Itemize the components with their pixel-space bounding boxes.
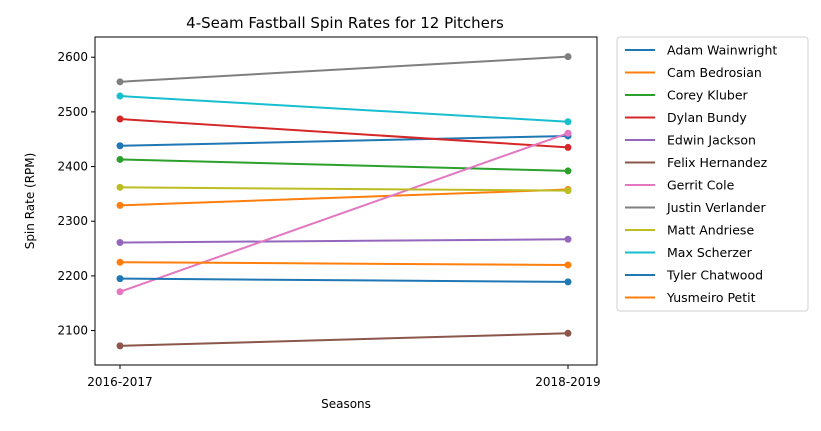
- series-edwin-jackson: [116, 235, 572, 247]
- data-point: [564, 235, 572, 243]
- series-line: [119, 118, 569, 149]
- series-corey-kluber: [116, 155, 572, 175]
- x-axis: 2016-2017 2018-2019: [87, 365, 601, 389]
- legend-item: Cam Bedrosian: [625, 65, 762, 80]
- series-line: [119, 238, 569, 244]
- x-tick-label: 2018-2019: [535, 375, 600, 389]
- legend: Adam Wainwright Cam Bedrosian Corey Kluber…: [616, 36, 809, 312]
- y-tick-label: 2400: [57, 160, 88, 174]
- data-point: [564, 118, 572, 126]
- legend-label: Felix Hernandez: [667, 155, 768, 170]
- x-axis-label: Seasons: [321, 397, 371, 411]
- series-justin-verlander: [116, 53, 572, 86]
- data-point: [564, 129, 572, 137]
- data-point: [564, 278, 572, 286]
- legend-item: Max Scherzer: [625, 245, 753, 260]
- legend-item: Edwin Jackson: [625, 133, 756, 148]
- plot-frame: [94, 36, 598, 366]
- series-line: [119, 95, 569, 123]
- data-point: [564, 143, 572, 151]
- y-tick-label: 2500: [57, 105, 88, 119]
- series-line: [119, 55, 569, 83]
- series-group: [116, 53, 572, 350]
- data-point: [116, 115, 124, 123]
- data-point: [116, 239, 124, 247]
- data-point: [564, 167, 572, 175]
- series-line: [119, 188, 569, 207]
- legend-item: Gerrit Cole: [625, 178, 735, 193]
- series-line: [119, 158, 569, 172]
- data-point: [116, 201, 124, 209]
- legend-label: Gerrit Cole: [667, 178, 735, 193]
- data-point: [564, 53, 572, 61]
- series-dylan-bundy: [116, 115, 572, 151]
- legend-label: Justin Verlander: [666, 200, 766, 215]
- series-line: [119, 277, 569, 283]
- series-line: [119, 261, 569, 266]
- series-line: [119, 332, 569, 347]
- data-point: [116, 258, 124, 266]
- y-tick-label: 2200: [57, 269, 88, 283]
- data-point: [116, 78, 124, 86]
- legend-label: Tyler Chatwood: [666, 268, 763, 283]
- legend-label: Matt Andriese: [667, 223, 754, 238]
- legend-label: Dylan Bundy: [667, 110, 747, 125]
- data-point: [116, 183, 124, 191]
- x-tick-label: 2016-2017: [87, 375, 152, 389]
- data-point: [564, 187, 572, 195]
- series-felix-hernandez: [116, 329, 572, 350]
- series-yusmeiro-petit: [116, 258, 572, 269]
- legend-item: Felix Hernandez: [625, 155, 768, 170]
- y-tick-label: 2600: [57, 50, 88, 64]
- legend-label: Max Scherzer: [667, 245, 753, 260]
- legend-label: Yusmeiro Petit: [666, 290, 756, 305]
- series-line: [119, 186, 569, 192]
- series-line: [119, 134, 569, 147]
- chart-title: 4-Seam Fastball Spin Rates for 12 Pitche…: [186, 14, 504, 32]
- data-point: [564, 261, 572, 269]
- data-point: [116, 155, 124, 163]
- data-point: [116, 288, 124, 296]
- legend-item: Corey Kluber: [625, 88, 749, 103]
- series-gerrit-cole: [116, 129, 572, 296]
- legend-label: Edwin Jackson: [667, 133, 756, 148]
- series-max-scherzer: [116, 92, 572, 126]
- legend-label: Corey Kluber: [667, 88, 749, 103]
- y-axis-label: Spin Rate (RPM): [23, 153, 37, 250]
- legend-item: Yusmeiro Petit: [625, 290, 756, 305]
- legend-label: Adam Wainwright: [667, 43, 777, 58]
- data-point: [116, 342, 124, 350]
- plot-area: [94, 36, 598, 366]
- y-axis: 2100 2200 2300 2400 2500 2600: [57, 50, 95, 338]
- legend-frame: [616, 36, 809, 312]
- data-point: [116, 92, 124, 100]
- legend-item: Tyler Chatwood: [625, 268, 763, 283]
- data-point: [564, 329, 572, 337]
- legend-item: Dylan Bundy: [625, 110, 747, 125]
- legend-label: Cam Bedrosian: [667, 65, 762, 80]
- series-tyler-chatwood: [116, 275, 572, 286]
- series-matt-andriese: [116, 183, 572, 195]
- legend-item: Adam Wainwright: [625, 43, 777, 58]
- legend-item: Matt Andriese: [625, 223, 754, 238]
- legend-item: Justin Verlander: [625, 200, 766, 215]
- series-line: [119, 132, 569, 293]
- data-point: [116, 142, 124, 150]
- y-tick-label: 2100: [57, 324, 88, 338]
- data-point: [116, 275, 124, 283]
- y-tick-label: 2300: [57, 214, 88, 228]
